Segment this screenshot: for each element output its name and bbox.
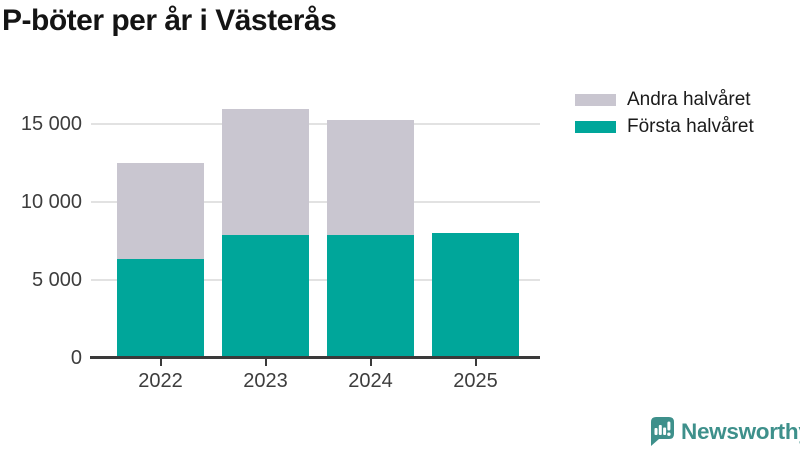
chart-title: P-böter per år i Västerås	[2, 4, 337, 37]
gridline	[91, 200, 540, 203]
y-axis-tick-label: 10 000	[20, 190, 82, 213]
bar-segment-2023-andra	[222, 108, 309, 236]
gridline	[91, 122, 540, 125]
bar-segment-2023-första	[222, 235, 309, 358]
x-axis-tick	[474, 359, 477, 366]
x-axis-tick-label: 2025	[453, 369, 498, 392]
y-axis-tick-label: 0	[70, 346, 82, 369]
bar-segment-2024-andra	[327, 120, 414, 236]
newsworthy-logo[interactable]: Newsworthy	[645, 416, 800, 447]
bar-segment-2024-första	[327, 235, 414, 358]
y-axis-tick-label: 15 000	[20, 112, 82, 135]
legend-swatch	[575, 93, 616, 106]
legend-swatch	[575, 120, 616, 133]
x-axis-line	[90, 356, 540, 359]
x-axis-tick	[159, 359, 162, 366]
legend-label: Andra halvåret	[627, 88, 751, 110]
bar-segment-2022-andra	[117, 163, 204, 260]
bar-segment-2022-första	[117, 259, 204, 358]
legend: Andra halvåret Första halvåret	[575, 86, 754, 140]
x-axis-tick	[264, 359, 267, 366]
newsworthy-logo-text: Newsworthy	[681, 419, 800, 444]
bar-segment-2025-första	[432, 232, 519, 358]
x-axis-tick-label: 2023	[243, 369, 288, 392]
gridline	[91, 278, 540, 281]
legend-item: Andra halvåret	[575, 86, 754, 113]
legend-item: Första halvåret	[575, 113, 754, 140]
x-axis-tick-label: 2024	[348, 369, 393, 392]
x-axis-tick	[369, 359, 372, 366]
newsworthy-logo-icon	[651, 417, 674, 446]
x-axis-tick-label: 2022	[138, 369, 183, 392]
legend-label: Första halvåret	[627, 115, 754, 137]
y-axis-tick-label: 5 000	[31, 268, 82, 291]
